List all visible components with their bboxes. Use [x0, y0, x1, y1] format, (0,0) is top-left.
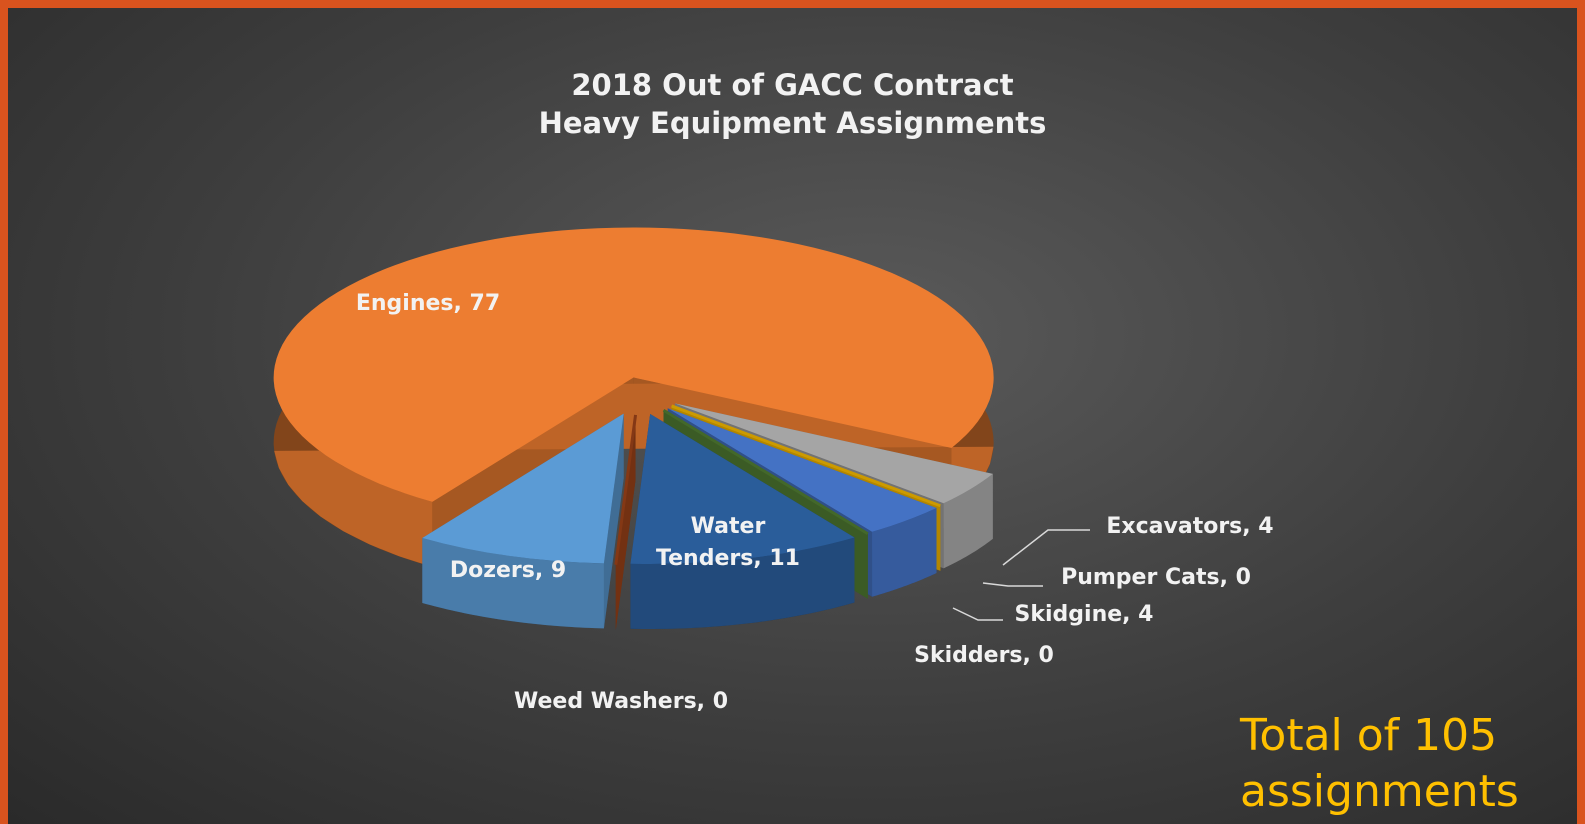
- data-label: Dozers, 9: [449, 558, 567, 583]
- leader-line: [982, 582, 1043, 587]
- chart-title: 2018 Out of GACC Contract Heavy Equipmen…: [538, 68, 1047, 140]
- slice-face: [615, 414, 636, 630]
- data-label: Skidders, 0: [914, 643, 1054, 668]
- data-label: Water Tenders, 11: [656, 514, 800, 571]
- slice-side: [872, 508, 937, 597]
- pie-slice: [630, 413, 855, 629]
- slice: [671, 404, 941, 508]
- slice-side: [630, 537, 855, 629]
- pie: [273, 227, 994, 630]
- data-label: Skidgine, 4: [1014, 602, 1154, 627]
- data-label: Engines, 77: [355, 291, 501, 316]
- slice-side: [943, 473, 993, 569]
- data-label: Excavators, 4: [1106, 514, 1274, 539]
- data-label: Weed Washers, 0: [513, 689, 729, 714]
- slice: [674, 403, 993, 504]
- pie-slice: [614, 414, 638, 630]
- slice: [667, 408, 937, 532]
- annotation: Total of 105 assignments: [1240, 710, 1519, 817]
- leader-line: [952, 607, 1003, 621]
- chart: [273, 227, 1090, 630]
- slice-side: [422, 537, 604, 629]
- slice: [422, 413, 624, 564]
- leader-line: [1002, 529, 1090, 566]
- slice: [630, 413, 855, 564]
- slice: [273, 227, 994, 502]
- data-label: Pumper Cats, 0: [1061, 565, 1251, 590]
- slice: [662, 408, 869, 536]
- pie-slice: [422, 413, 624, 629]
